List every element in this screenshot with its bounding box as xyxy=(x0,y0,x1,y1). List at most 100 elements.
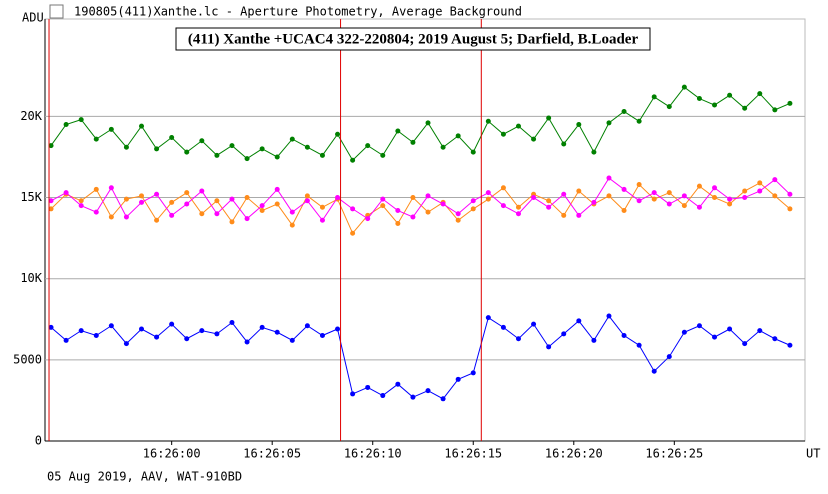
data-point xyxy=(485,196,491,202)
data-point xyxy=(666,104,672,110)
data-point xyxy=(380,196,386,202)
title-box xyxy=(175,27,651,51)
series-line xyxy=(50,315,791,400)
series-line xyxy=(50,182,791,235)
data-point xyxy=(636,342,642,348)
data-point xyxy=(546,204,552,210)
data-point xyxy=(727,201,733,207)
data-point xyxy=(289,222,295,228)
data-point xyxy=(681,84,687,90)
data-point xyxy=(425,120,431,126)
data-point xyxy=(199,188,205,194)
data-point xyxy=(712,185,718,191)
data-point xyxy=(546,344,552,350)
data-point xyxy=(742,341,748,347)
data-point xyxy=(184,336,190,342)
data-point xyxy=(78,117,84,123)
data-point xyxy=(350,206,356,212)
data-point xyxy=(48,324,54,330)
data-point xyxy=(289,209,295,215)
data-point xyxy=(395,381,401,387)
data-point xyxy=(727,326,733,332)
data-point xyxy=(772,177,778,183)
data-point xyxy=(365,143,371,149)
data-point xyxy=(214,152,220,158)
y-tick-label: 10K xyxy=(20,271,42,285)
data-point xyxy=(636,118,642,124)
data-point xyxy=(93,209,99,215)
data-point xyxy=(244,156,250,162)
y-tick-label: 15K xyxy=(20,190,42,204)
data-point xyxy=(365,384,371,390)
data-point xyxy=(169,134,175,140)
data-point xyxy=(169,321,175,327)
data-point xyxy=(455,211,461,217)
data-point xyxy=(123,144,129,150)
data-point xyxy=(772,107,778,113)
data-point xyxy=(184,201,190,207)
data-point xyxy=(229,219,235,225)
y-axis-label: ADU xyxy=(22,11,44,25)
data-point xyxy=(335,131,341,137)
data-point xyxy=(48,198,54,204)
data-point xyxy=(244,195,250,201)
data-point xyxy=(93,136,99,142)
data-point xyxy=(304,323,310,329)
data-point xyxy=(304,198,310,204)
data-point xyxy=(319,333,325,338)
data-point xyxy=(335,195,341,201)
chart-title: (411) Xanthe +UCAC4 322-220804; 2019 Aug… xyxy=(188,31,639,47)
data-point xyxy=(561,212,567,218)
data-point xyxy=(395,128,401,134)
data-point xyxy=(591,149,597,155)
data-point xyxy=(546,115,552,121)
data-point xyxy=(757,91,763,97)
data-point xyxy=(485,190,491,196)
data-point xyxy=(621,333,627,338)
data-point xyxy=(576,188,582,194)
footer: 05 Aug 2019, AAV, WAT-910BD xyxy=(47,470,242,484)
x-tick-label: 16:26:25 xyxy=(645,447,703,461)
data-point xyxy=(696,96,702,102)
data-point xyxy=(485,315,491,321)
data-point xyxy=(561,191,567,197)
data-point xyxy=(470,370,476,376)
series-line xyxy=(50,86,791,162)
data-point xyxy=(229,196,235,202)
data-point xyxy=(515,204,521,210)
data-point xyxy=(485,118,491,124)
data-point xyxy=(319,204,325,210)
data-point xyxy=(606,120,612,126)
data-point xyxy=(123,341,129,347)
data-point xyxy=(319,217,325,223)
data-point xyxy=(621,109,627,115)
data-point xyxy=(93,186,99,192)
data-point xyxy=(169,212,175,218)
data-point xyxy=(440,144,446,150)
data-point xyxy=(123,196,129,202)
window-title: 190805(411)Xanthe.lc - Aperture Photomet… xyxy=(74,5,522,19)
data-point xyxy=(696,323,702,329)
data-point xyxy=(169,199,175,205)
x-tick-label: 16:26:10 xyxy=(344,447,402,461)
data-point xyxy=(455,217,461,223)
data-point xyxy=(681,193,687,199)
data-point xyxy=(410,139,416,145)
data-point xyxy=(154,146,160,152)
data-point xyxy=(93,333,99,338)
data-point xyxy=(531,195,537,201)
data-point xyxy=(319,152,325,158)
x-tick-label: 16:26:15 xyxy=(444,447,502,461)
data-point xyxy=(63,337,69,343)
data-point xyxy=(440,396,446,402)
data-point xyxy=(651,190,657,196)
data-point xyxy=(757,328,763,334)
data-point xyxy=(63,122,69,127)
data-point xyxy=(621,186,627,192)
data-point xyxy=(108,126,114,132)
data-point xyxy=(787,100,793,106)
data-point xyxy=(304,193,310,199)
data-point xyxy=(274,201,280,207)
data-point xyxy=(350,391,356,397)
